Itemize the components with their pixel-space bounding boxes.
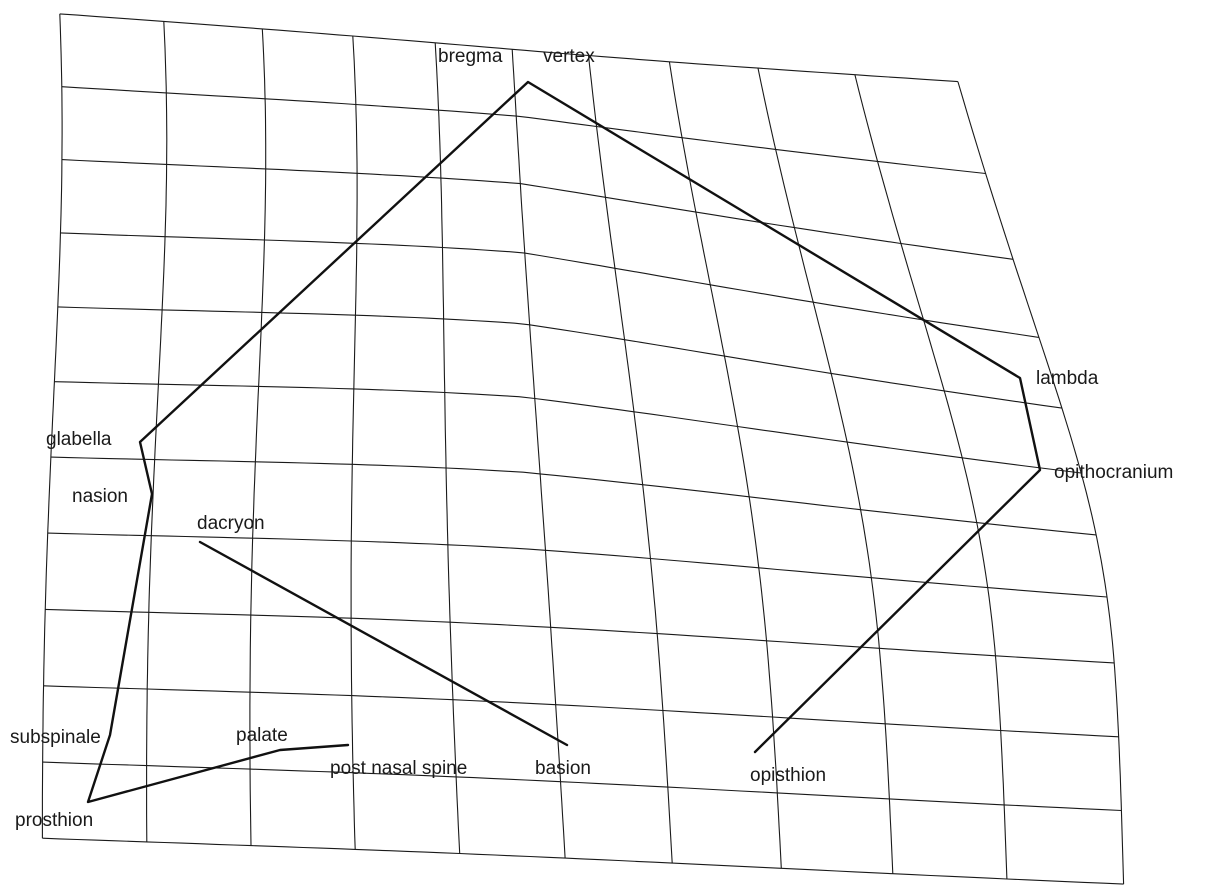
dacryon-basion-line [198, 540, 569, 747]
label-palate: palate [236, 725, 288, 746]
cranial-vault-outline [86, 80, 1042, 804]
label-opithocranium: opithocranium [1054, 462, 1173, 483]
grid-row-line [57, 306, 1062, 409]
grid-column-line [350, 35, 358, 850]
grid-row-line [43, 685, 1119, 738]
grid-row-line [45, 608, 1115, 664]
grid-column-line [854, 74, 1008, 880]
deformation-grid [41, 13, 1125, 885]
grid-row-line [61, 86, 986, 175]
label-basion: basion [535, 758, 591, 779]
grid-column-line [41, 13, 63, 839]
grid-column-line [146, 21, 168, 842]
grid-column-line [668, 61, 782, 869]
label-post-nasal-spine: post nasal spine [330, 758, 467, 779]
label-opisthion: opisthion [750, 765, 826, 786]
label-subspinale: subspinale [10, 727, 101, 748]
label-bregma: bregma [438, 46, 503, 67]
grid-column-line [249, 28, 267, 846]
grid-column-line [434, 42, 461, 854]
grid-row-line [60, 232, 1039, 338]
label-prosthion: prosthion [15, 810, 93, 831]
grid-row-line [47, 532, 1108, 598]
grid-row-line [42, 837, 1124, 885]
label-dacryon: dacryon [197, 513, 265, 534]
grid-row-line [61, 159, 1014, 260]
landmark-labels: bregma vertex lambda opithocranium glabe… [10, 46, 1173, 831]
label-glabella: glabella [46, 429, 112, 450]
grid-row-line [54, 381, 1082, 474]
grid-column-line [587, 55, 673, 864]
grid-row-line [59, 13, 958, 83]
label-nasion: nasion [72, 486, 128, 507]
label-lambda: lambda [1036, 368, 1099, 389]
label-vertex: vertex [543, 46, 595, 67]
skull-outline [86, 80, 1042, 804]
grid-column-line [757, 67, 894, 874]
grid-column-line [511, 49, 566, 859]
grid-column-line [957, 81, 1125, 885]
